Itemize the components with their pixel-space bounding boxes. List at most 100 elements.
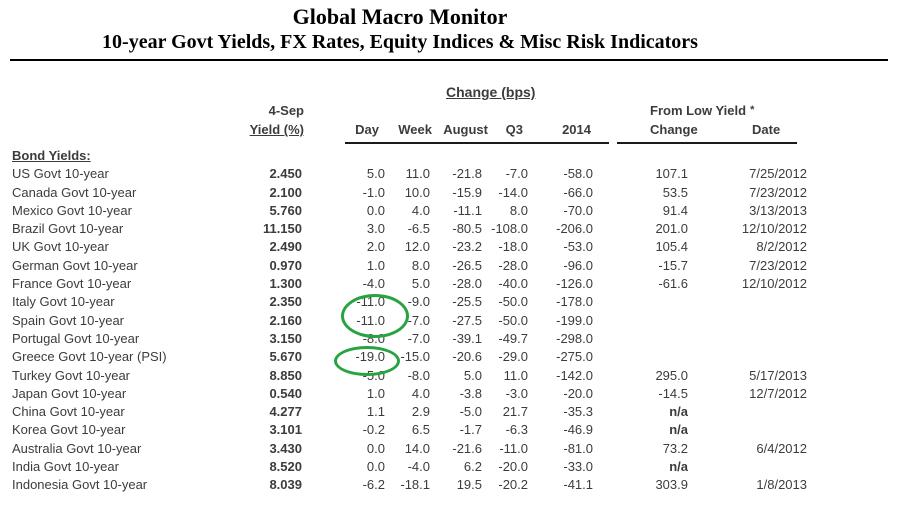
cell-date: 6/4/2012	[756, 440, 807, 456]
cell-week: 2.9	[411, 404, 430, 420]
cell-q3: 21.7	[502, 404, 528, 420]
cell-yield: 8.039	[269, 477, 302, 493]
cell-day: 1.0	[366, 257, 385, 273]
cell-august: -25.5	[452, 294, 482, 310]
highlight-circle-greece-day	[334, 346, 400, 376]
row-label: Australia Govt 10-year	[12, 440, 142, 456]
cell-week: 6.5	[411, 422, 430, 438]
cell-august: -5.0	[459, 404, 482, 420]
from-low-yield-group-underline	[617, 142, 797, 144]
cell-date	[688, 293, 807, 311]
group-header-change-bps: Change (bps)	[446, 84, 536, 100]
cell-yield: 4.277	[269, 404, 302, 420]
cell-change: n/a	[669, 459, 688, 475]
cell-august: -15.9	[452, 184, 482, 200]
table-row: Italy Govt 10-year 2.350 -11.0 -9.0 -25.5 -50…	[12, 293, 807, 311]
cell-yield: 2.450	[269, 166, 302, 182]
cell-day: -0.2	[362, 422, 385, 438]
empty-cell	[385, 147, 430, 165]
cell-q3: 11.0	[503, 367, 528, 383]
cell-week: -4.0	[407, 459, 430, 475]
cell-change: 105.4	[655, 239, 688, 255]
group-header-from-low-yield: From Low Yield *	[650, 103, 754, 118]
row-label: US Govt 10-year	[12, 166, 109, 182]
row-label: Indonesia Govt 10-year	[12, 477, 148, 493]
table-row: Canada Govt 10-year 2.100 -1.0 10.0 -15.9 -14…	[12, 184, 807, 202]
cell-week: 10.0	[404, 184, 430, 200]
cell-q3: -7.0	[505, 166, 528, 182]
cell-august: -27.5	[452, 312, 482, 328]
highlight-circle-italy-spain-day	[341, 294, 409, 338]
cell-yield: 2.160	[269, 312, 302, 328]
cell-yield: 3.101	[269, 422, 302, 438]
cell-week: -7.0	[407, 312, 430, 328]
cell-q3: -28.0	[498, 257, 528, 273]
cell-week: 8.0	[411, 257, 430, 273]
cell-week: -6.5	[407, 221, 430, 237]
table-row: German Govt 10-year 0.970 1.0 8.0 -26.5 -28.0…	[12, 257, 807, 275]
cell-week: 14.0	[404, 440, 430, 456]
table-row: Mexico Govt 10-year 5.760 0.0 4.0 -11.1 8.0 -7…	[12, 202, 807, 220]
cell-date: 7/25/2012	[749, 166, 807, 182]
cell-august: -21.8	[452, 166, 482, 182]
cell-august: -20.6	[452, 349, 482, 365]
cell-yield: 8.850	[269, 367, 302, 383]
cell-day: 2.0	[366, 239, 385, 255]
col-header-yield: Yield (%)	[249, 122, 304, 137]
cell-date	[688, 330, 807, 348]
cell-august: -23.2	[452, 239, 482, 255]
cell-q3: -40.0	[498, 276, 528, 292]
empty-cell	[302, 147, 385, 165]
cell-q3: -3.0	[505, 385, 528, 401]
cell-change	[593, 293, 688, 311]
cell-august: -39.1	[452, 330, 482, 346]
cell-q3: -108.0	[491, 221, 528, 237]
cell-date	[688, 348, 807, 366]
cell-q3: -20.2	[498, 477, 528, 493]
cell-yield: 8.520	[269, 459, 302, 475]
cell-august: 19.5	[456, 477, 482, 493]
cell-q3: -11.0	[499, 440, 528, 456]
cell-yield: 1.300	[269, 276, 302, 292]
row-label: India Govt 10-year	[12, 459, 119, 475]
row-label: Portugal Govt 10-year	[12, 330, 140, 346]
cell-y2014: -20.0	[563, 385, 593, 401]
cell-yield: 3.150	[269, 330, 302, 346]
page-title: Global Macro Monitor	[292, 4, 508, 29]
cell-y2014: -126.0	[556, 276, 593, 292]
cell-y2014: -275.0	[556, 349, 593, 365]
table-row: Korea Govt 10-year 3.101 -0.2 6.5 -1.7 -6.3 -4…	[12, 421, 807, 439]
cell-yield: 2.490	[269, 239, 302, 255]
cell-august: 5.0	[463, 367, 482, 383]
table-row: Spain Govt 10-year 2.160 -11.0 -7.0 -27.5 -50…	[12, 312, 807, 330]
title-divider	[10, 59, 888, 61]
cell-august: -11.1	[453, 202, 482, 218]
cell-change	[593, 330, 688, 348]
cell-week: -8.0	[407, 367, 430, 383]
cell-week: -15.0	[400, 349, 430, 365]
page-subtitle: 10-year Govt Yields, FX Rates, Equity In…	[102, 31, 698, 53]
cell-day: -6.2	[362, 477, 385, 493]
cell-august: 6.2	[463, 459, 482, 475]
cell-change: n/a	[669, 404, 688, 420]
from-low-yield-label: From Low Yield	[650, 103, 747, 118]
cell-day: -4.0	[362, 276, 385, 292]
cell-y2014: -66.0	[563, 184, 593, 200]
row-label: Mexico Govt 10-year	[12, 202, 132, 218]
cell-week: -7.0	[407, 330, 430, 346]
cell-week: -18.1	[400, 477, 430, 493]
col-header-week: Week	[398, 122, 432, 137]
change-bps-group-underline	[345, 142, 609, 144]
cell-week: 11.0	[405, 166, 430, 182]
cell-week: 4.0	[411, 202, 430, 218]
cell-y2014: -96.0	[563, 257, 593, 273]
cell-date	[688, 312, 807, 330]
row-label: Korea Govt 10-year	[12, 422, 126, 438]
cell-q3: -14.0	[498, 184, 528, 200]
cell-q3: 8.0	[509, 202, 528, 218]
cell-yield: 3.430	[269, 440, 302, 456]
cell-q3: -49.7	[498, 330, 528, 346]
cell-week: 5.0	[411, 276, 430, 292]
cell-august: -26.5	[452, 257, 482, 273]
